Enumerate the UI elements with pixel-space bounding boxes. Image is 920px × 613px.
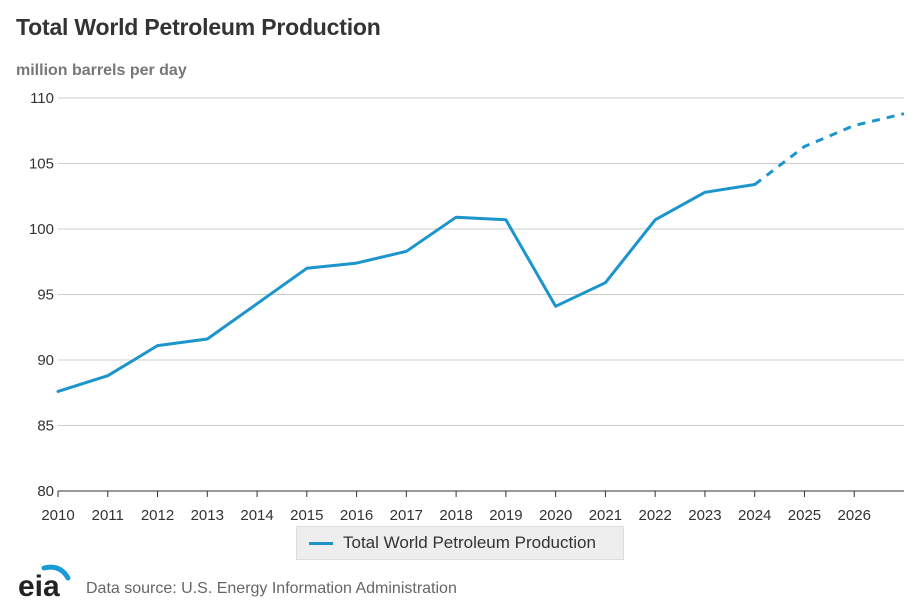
chart-title: Total World Petroleum Production (16, 14, 381, 40)
series-lines (56, 112, 905, 393)
legend-swatch (309, 541, 333, 545)
x-tick-labels: 2010 2011 2012 2013 2014 2015 2016 2017 2018 2019… (41, 491, 871, 524)
x-tick-label: 2026 (838, 507, 871, 524)
y-tick-label: 85 (37, 418, 54, 435)
eia-logo: eia (18, 564, 71, 602)
data-source-note: Data source: U.S. Energy Information Adm… (86, 580, 457, 597)
y-axis-label: million barrels per day (16, 62, 187, 79)
grid-lines (58, 97, 904, 492)
forecast-series-line (753, 112, 905, 186)
y-tick-label: 90 (37, 352, 54, 369)
y-tick-labels: 80 85 90 95 100 105 110 (29, 90, 54, 500)
y-tick-label: 110 (30, 90, 54, 107)
y-tick-label: 105 (29, 156, 54, 173)
x-tick-label: 2021 (589, 507, 622, 524)
x-tick-label: 2017 (390, 507, 423, 524)
y-tick-label: 95 (37, 287, 54, 304)
x-tick-label: 2013 (191, 507, 224, 524)
x-tick-label: 2015 (290, 507, 323, 524)
x-tick-label: 2014 (240, 507, 273, 524)
y-tick-label: 100 (29, 221, 54, 238)
history-series-line (56, 183, 757, 393)
y-tick-label: 80 (37, 483, 54, 500)
x-tick-label: 2020 (539, 507, 572, 524)
x-tick-label: 2010 (41, 507, 74, 524)
x-tick-label: 2025 (788, 507, 821, 524)
x-tick-label: 2023 (688, 507, 721, 524)
legend-label: Total World Petroleum Production (343, 533, 596, 552)
legend: Total World Petroleum Production (296, 526, 624, 560)
x-tick-label: 2019 (489, 507, 522, 524)
x-tick-label: 2016 (340, 507, 373, 524)
x-tick-label: 2018 (439, 507, 472, 524)
x-tick-label: 2022 (638, 507, 671, 524)
logo-text: eia (18, 570, 60, 602)
x-tick-label: 2024 (738, 507, 771, 524)
x-tick-label: 2012 (141, 507, 174, 524)
x-tick-label: 2011 (92, 507, 124, 524)
